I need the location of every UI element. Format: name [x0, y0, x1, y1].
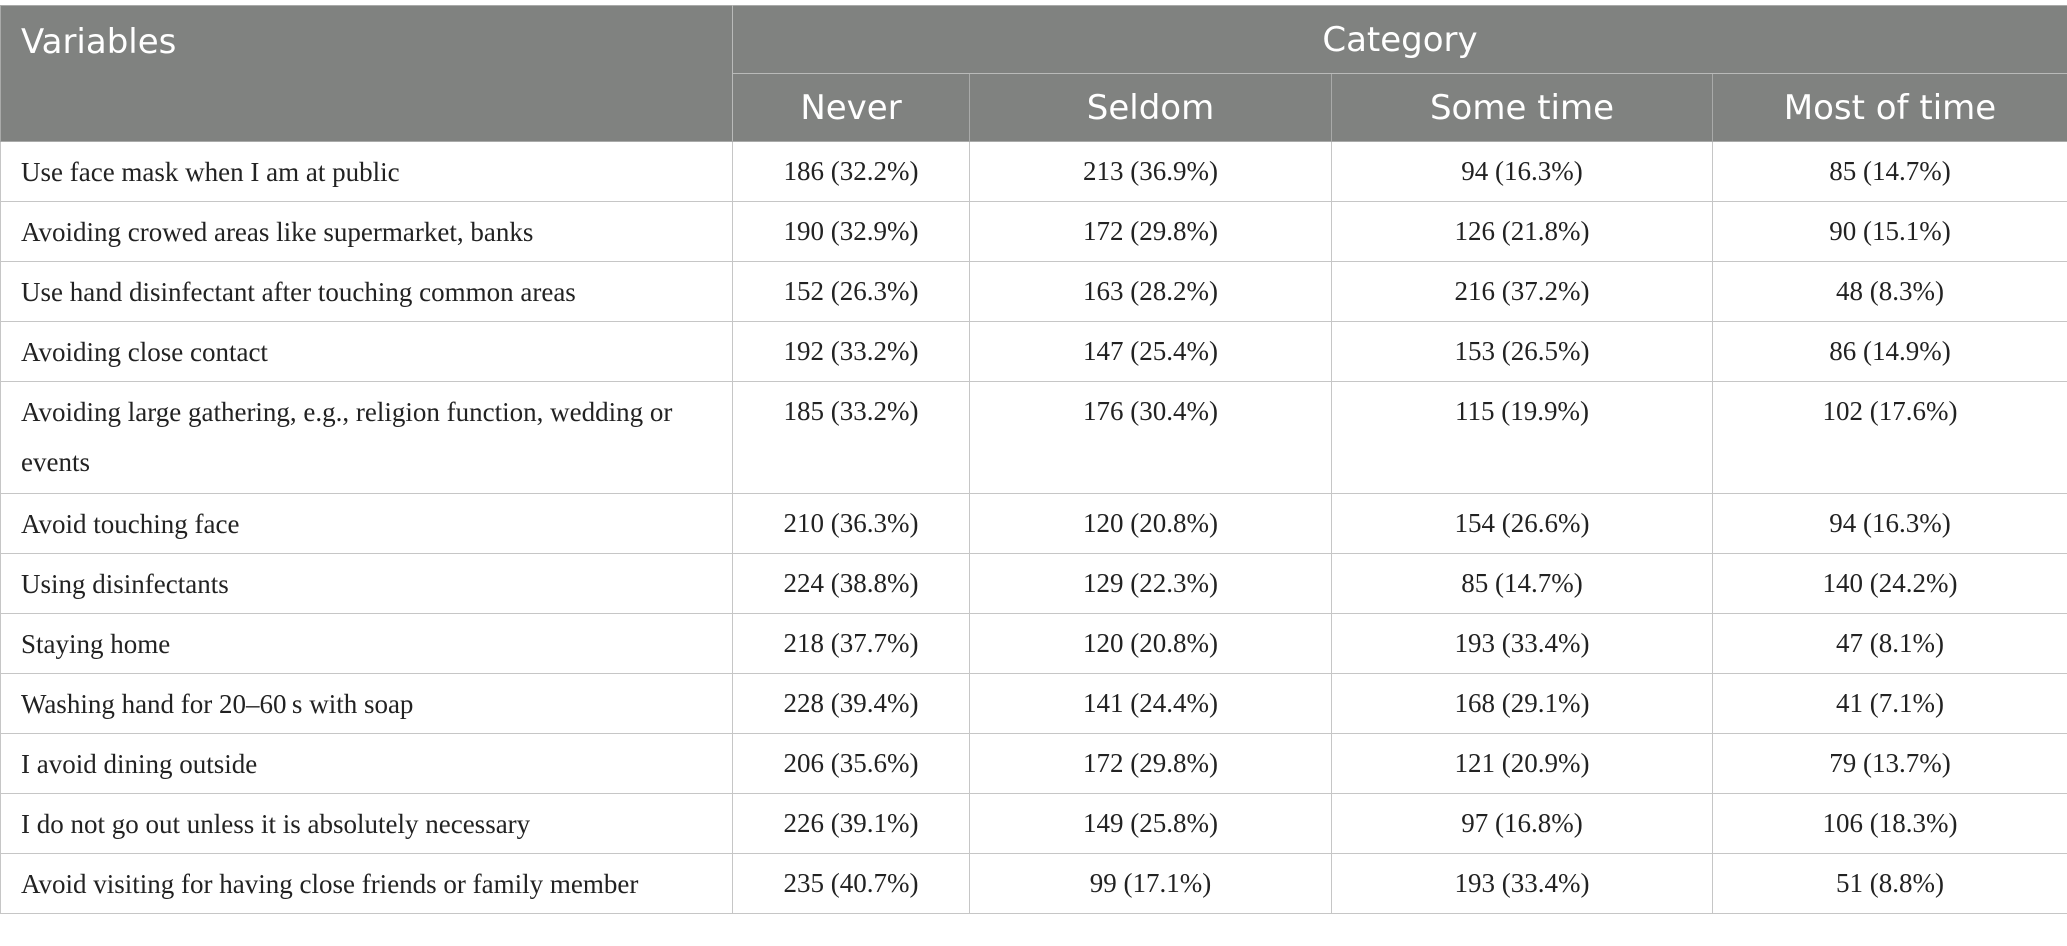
header-row-top: Variables Category — [0, 5, 2067, 142]
row-label: Avoiding close contact — [0, 321, 733, 382]
cell-most-of-time: 140 (24.2%) — [1712, 553, 2067, 614]
table-row: Use hand disinfectant after touching com… — [0, 261, 2067, 322]
cell-never: 185 (33.2%) — [732, 381, 970, 494]
row-label: Use hand disinfectant after touching com… — [0, 261, 733, 322]
table-row: Using disinfectants 224 (38.8%) 129 (22.… — [0, 553, 2067, 614]
header-row-bottom: Never Seldom Some time Most of time — [1, 73, 2067, 142]
column-header-seldom: Seldom — [969, 73, 1332, 142]
cell-most-of-time: 51 (8.8%) — [1712, 853, 2067, 914]
table-row: I do not go out unless it is absolutely … — [0, 793, 2067, 854]
table-header: Variables Category Never Seldom Some tim… — [0, 5, 2067, 142]
cell-most-of-time: 86 (14.9%) — [1712, 321, 2067, 382]
row-label: Use face mask when I am at public — [0, 141, 733, 202]
cell-some-time: 193 (33.4%) — [1331, 853, 1713, 914]
cell-most-of-time: 85 (14.7%) — [1712, 141, 2067, 202]
row-label: Washing hand for 20–60 s with soap — [0, 673, 733, 734]
cell-most-of-time: 41 (7.1%) — [1712, 673, 2067, 734]
table-row: Avoiding crowed areas like supermarket, … — [0, 201, 2067, 262]
cell-never: 186 (32.2%) — [732, 141, 970, 202]
table-row: Use face mask when I am at public 186 (3… — [0, 141, 2067, 202]
cell-most-of-time: 79 (13.7%) — [1712, 733, 2067, 794]
table-row: Washing hand for 20–60 s with soap 228 (… — [0, 673, 2067, 734]
row-label: Avoiding large gathering, e.g., religion… — [0, 381, 733, 494]
cell-never: 206 (35.6%) — [732, 733, 970, 794]
cell-never: 226 (39.1%) — [732, 793, 970, 854]
table-row: Avoid touching face 210 (36.3%) 120 (20.… — [0, 493, 2067, 554]
variables-column-header: Variables — [0, 5, 733, 142]
cell-seldom: 163 (28.2%) — [969, 261, 1332, 322]
cell-most-of-time: 90 (15.1%) — [1712, 201, 2067, 262]
row-label: Avoid visiting for having close friends … — [0, 853, 733, 914]
table-row: Avoiding close contact 192 (33.2%) 147 (… — [0, 321, 2067, 382]
cell-some-time: 94 (16.3%) — [1331, 141, 1713, 202]
cell-never: 152 (26.3%) — [732, 261, 970, 322]
cell-seldom: 129 (22.3%) — [969, 553, 1332, 614]
table-row: Staying home 218 (37.7%) 120 (20.8%) 193… — [0, 613, 2067, 674]
cell-never: 218 (37.7%) — [732, 613, 970, 674]
cell-seldom: 147 (25.4%) — [969, 321, 1332, 382]
cell-seldom: 141 (24.4%) — [969, 673, 1332, 734]
cell-seldom: 120 (20.8%) — [969, 613, 1332, 674]
cell-some-time: 216 (37.2%) — [1331, 261, 1713, 322]
cell-most-of-time: 106 (18.3%) — [1712, 793, 2067, 854]
cell-some-time: 126 (21.8%) — [1331, 201, 1713, 262]
table-row: Avoid visiting for having close friends … — [0, 853, 2067, 914]
cell-seldom: 149 (25.8%) — [969, 793, 1332, 854]
preventive-practices-table: Variables Category Never Seldom Some tim… — [0, 5, 2067, 914]
row-label: I avoid dining outside — [0, 733, 733, 794]
cell-some-time: 154 (26.6%) — [1331, 493, 1713, 554]
column-header-never: Never — [732, 73, 970, 142]
cell-some-time: 153 (26.5%) — [1331, 321, 1713, 382]
cell-some-time: 121 (20.9%) — [1331, 733, 1713, 794]
cell-some-time: 85 (14.7%) — [1331, 553, 1713, 614]
row-label: Using disinfectants — [0, 553, 733, 614]
cell-never: 224 (38.8%) — [732, 553, 970, 614]
cell-some-time: 193 (33.4%) — [1331, 613, 1713, 674]
cell-seldom: 99 (17.1%) — [969, 853, 1332, 914]
cell-seldom: 176 (30.4%) — [969, 381, 1332, 494]
cell-seldom: 213 (36.9%) — [969, 141, 1332, 202]
cell-seldom: 172 (29.8%) — [969, 201, 1332, 262]
column-header-some-time: Some time — [1331, 73, 1713, 142]
cell-some-time: 168 (29.1%) — [1331, 673, 1713, 734]
row-label: Avoid touching face — [0, 493, 733, 554]
cell-most-of-time: 47 (8.1%) — [1712, 613, 2067, 674]
row-label: Avoiding crowed areas like supermarket, … — [0, 201, 733, 262]
cell-seldom: 120 (20.8%) — [969, 493, 1332, 554]
cell-some-time: 97 (16.8%) — [1331, 793, 1713, 854]
cell-never: 210 (36.3%) — [732, 493, 970, 554]
cell-seldom: 172 (29.8%) — [969, 733, 1332, 794]
cell-most-of-time: 102 (17.6%) — [1712, 381, 2067, 494]
table-row: Avoiding large gathering, e.g., religion… — [0, 381, 2067, 494]
cell-never: 190 (32.9%) — [732, 201, 970, 262]
cell-some-time: 115 (19.9%) — [1331, 381, 1713, 494]
row-label: I do not go out unless it is absolutely … — [0, 793, 733, 854]
cell-most-of-time: 48 (8.3%) — [1712, 261, 2067, 322]
category-group-header: Category — [732, 5, 2067, 74]
survey-table-container: Variables Category Never Seldom Some tim… — [0, 5, 2067, 914]
column-header-most-of-time: Most of time — [1712, 73, 2067, 142]
cell-most-of-time: 94 (16.3%) — [1712, 493, 2067, 554]
cell-never: 228 (39.4%) — [732, 673, 970, 734]
table-body: Use face mask when I am at public 186 (3… — [0, 141, 2067, 914]
cell-never: 235 (40.7%) — [732, 853, 970, 914]
table-row: I avoid dining outside 206 (35.6%) 172 (… — [0, 733, 2067, 794]
cell-never: 192 (33.2%) — [732, 321, 970, 382]
row-label: Staying home — [0, 613, 733, 674]
